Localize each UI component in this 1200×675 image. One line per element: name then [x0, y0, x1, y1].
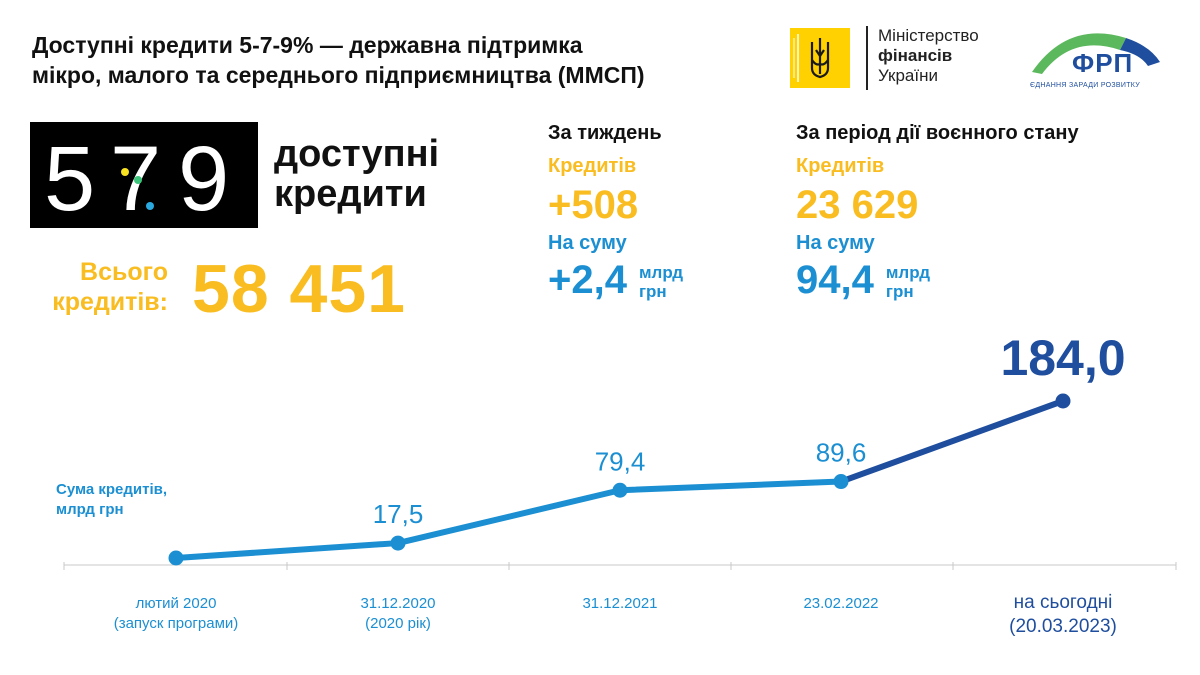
total-credits-label: Всього кредитів: [40, 257, 168, 317]
week-sum-label: На суму [548, 232, 627, 254]
week-sum-unit: млрд грн [639, 263, 683, 301]
category-label-0-1: (запуск програми) [114, 615, 239, 632]
data-label-2: 79,4 [595, 446, 646, 476]
data-point-4 [1055, 393, 1071, 409]
series-label-line-1: Сума кредитів, [56, 481, 168, 498]
category-label-4-0: на сьогодні [1014, 592, 1113, 613]
week-credits-value: +508 [548, 183, 639, 227]
series-label: Сума кредитів, млрд грн [56, 480, 226, 520]
ministry-line-3: України [878, 66, 938, 85]
brand-579-logo: 5 7 9 [30, 122, 258, 228]
logo-divider [866, 26, 868, 90]
week-sum-value: +2,4 [548, 258, 627, 302]
category-label-1-0: 31.12.2020 [360, 595, 435, 612]
ministry-line-2: фінансів [878, 46, 953, 65]
war-sum-unit: млрд грн [886, 263, 930, 301]
page-title: Доступні кредити 5-7-9% — державна підтр… [32, 30, 772, 90]
week-unit-line-1: млрд [638, 263, 684, 282]
war-period-stats: За період дії воєнного стану Кредитів 23… [796, 122, 1079, 303]
frp-slogan: ЄДНАННЯ ЗАРАДИ РОЗВИТКУ [1030, 82, 1140, 89]
total-credits-value: 58 451 [192, 251, 406, 327]
frp-logo-text: ФРП [1072, 48, 1134, 78]
total-label-line-2: кредитів: [52, 288, 168, 316]
series-segment-3 [838, 398, 1066, 485]
brand-dot-green [134, 176, 142, 184]
data-label-4: 184,0 [1000, 330, 1125, 386]
total-label-line-1: Всього [80, 258, 168, 286]
war-heading: За період дії воєнного стану [796, 122, 1079, 144]
war-credits-label: Кредитів [796, 155, 885, 177]
category-label-3-0: 23.02.2022 [803, 595, 878, 612]
series-label-line-2: млрд грн [56, 501, 124, 518]
data-point-3 [833, 474, 849, 490]
data-label-3: 89,6 [816, 438, 867, 468]
war-sum-label: На суму [796, 232, 875, 254]
war-sum-value: 94,4 [796, 258, 874, 302]
data-point-1 [390, 535, 406, 551]
brand-digit-9: 9 [178, 128, 229, 228]
week-heading: За тиждень [548, 122, 662, 144]
brand-caption-line-2: кредити [274, 173, 427, 215]
week-stats: За тиждень Кредитів +508 На суму +2,4 мл… [548, 122, 683, 303]
series-segment-0 [173, 540, 401, 561]
category-label-1-1: (2020 рік) [365, 615, 431, 632]
ministry-line-1: Міністерство [878, 26, 979, 45]
brand-dot-blue [146, 202, 154, 210]
category-label-0-0: лютий 2020 [136, 595, 217, 612]
data-point-2 [612, 482, 628, 498]
title-line-1: Доступні кредити 5-7-9% — державна підтр… [32, 32, 583, 58]
credits-line-chart: 17,5 79,4 89,6 184,0 лютий 2020 (запуск прогр… [63, 330, 1177, 637]
title-line-2: мікро, малого та середнього підприємницт… [32, 62, 645, 88]
category-label-4-1: (20.03.2023) [1009, 616, 1117, 637]
war-credits-value: 23 629 [796, 183, 919, 227]
data-label-1: 17,5 [373, 499, 424, 529]
brand-caption: доступні кредити [274, 134, 439, 214]
ministry-logo-text: Міністерство фінансів України [878, 26, 979, 86]
series-segment-1 [395, 487, 623, 547]
series-segment-2 [617, 478, 844, 494]
war-unit-line-2: грн [885, 282, 914, 301]
trident-icon [790, 28, 850, 88]
brand-caption-line-1: доступні [274, 133, 440, 175]
brand-dot-yellow [121, 168, 129, 176]
week-unit-line-2: грн [638, 282, 667, 301]
war-unit-line-1: млрд [885, 263, 930, 282]
brand-digit-5: 5 [44, 128, 95, 228]
category-label-2-0: 31.12.2021 [582, 595, 657, 612]
data-point-0 [168, 550, 184, 566]
week-credits-label: Кредитів [548, 155, 637, 177]
frp-arc-icon [1032, 33, 1160, 74]
